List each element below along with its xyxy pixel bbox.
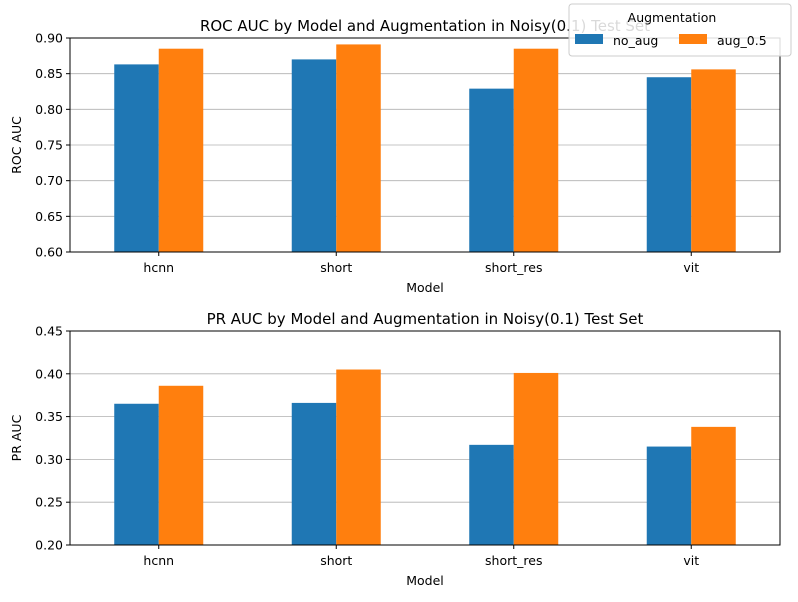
- y-tick-label: 0.40: [35, 366, 63, 381]
- bar-no_aug-vit: [646, 77, 692, 252]
- legend-swatch-no_aug: [575, 34, 603, 44]
- bar-aug_0.5-hcnn: [158, 385, 204, 545]
- y-tick-label: 0.90: [35, 31, 63, 46]
- bar-aug_0.5-short_res: [513, 48, 559, 253]
- x-tick-label-short_res: short_res: [485, 260, 542, 275]
- y-tick-label: 0.30: [35, 452, 63, 467]
- legend-swatch-aug_0.5: [679, 34, 707, 44]
- y-tick-label: 0.85: [35, 66, 63, 81]
- y-tick-label: 0.20: [35, 538, 63, 553]
- x-tick-label-short: short: [320, 260, 352, 275]
- x-tick-label-vit: vit: [683, 553, 699, 568]
- y-tick-label: 0.25: [35, 495, 63, 510]
- x-axis-label: Model: [406, 280, 444, 295]
- bar-aug_0.5-hcnn: [158, 48, 204, 253]
- bar-aug_0.5-short_res: [513, 372, 559, 545]
- y-tick-label: 0.70: [35, 173, 63, 188]
- bar-no_aug-short_res: [469, 88, 514, 252]
- chart-title: PR AUC by Model and Augmentation in Nois…: [207, 310, 644, 328]
- y-axis-label: ROC AUC: [9, 116, 24, 174]
- y-axis-label: PR AUC: [9, 414, 24, 461]
- bar-no_aug-vit: [646, 446, 692, 545]
- legend-title: Augmentation: [628, 10, 717, 25]
- bar-no_aug-hcnn: [114, 64, 159, 252]
- x-tick-label-vit: vit: [683, 260, 699, 275]
- bar-no_aug-short_res: [469, 444, 514, 545]
- legend-box: [568, 3, 792, 57]
- y-tick-label: 0.35: [35, 409, 63, 424]
- x-tick-label-hcnn: hcnn: [143, 553, 174, 568]
- y-tick-label: 0.45: [35, 324, 63, 339]
- bar-no_aug-hcnn: [114, 403, 159, 545]
- legend-label-no_aug: no_aug: [613, 33, 658, 48]
- bar-no_aug-short: [291, 59, 337, 253]
- x-axis-label: Model: [406, 573, 444, 588]
- x-tick-label-hcnn: hcnn: [143, 260, 174, 275]
- bar-no_aug-short: [291, 402, 337, 545]
- y-tick-label: 0.75: [35, 138, 63, 153]
- bar-aug_0.5-short: [336, 44, 381, 252]
- y-tick-label: 0.65: [35, 209, 63, 224]
- bar-aug_0.5-short: [336, 369, 381, 545]
- chart-title: ROC AUC by Model and Augmentation in Noi…: [200, 17, 650, 35]
- y-tick-label: 0.80: [35, 102, 63, 117]
- bar-aug_0.5-vit: [691, 69, 736, 253]
- x-tick-label-short: short: [320, 553, 352, 568]
- plot-frame: [69, 330, 781, 546]
- y-tick-label: 0.60: [35, 245, 63, 260]
- legend-label-aug_0.5: aug_0.5: [717, 33, 767, 48]
- x-tick-label-short_res: short_res: [485, 553, 542, 568]
- bar-aug_0.5-vit: [691, 426, 736, 545]
